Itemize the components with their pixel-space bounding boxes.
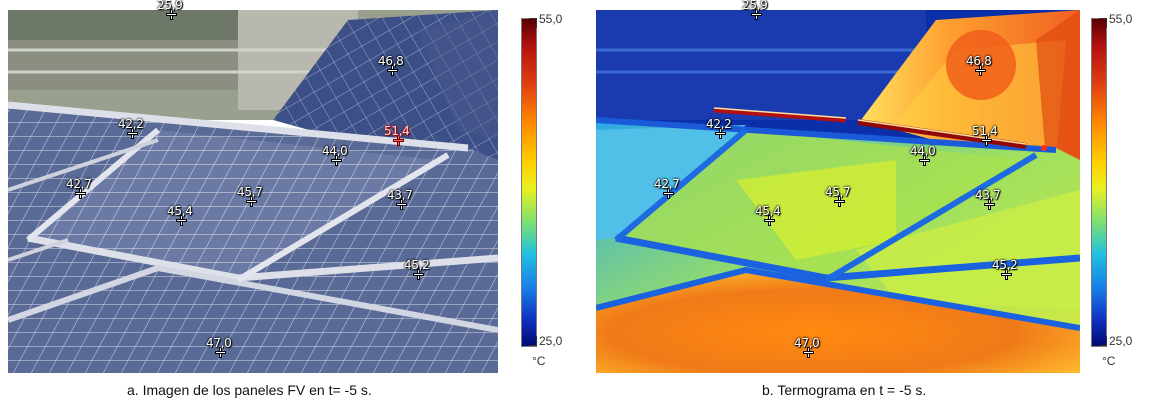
scale-min-label: 25,0 (1109, 334, 1133, 348)
scale-min-tick-vertical (536, 336, 537, 346)
temperature-value: 25,9 (157, 0, 183, 12)
temperature-marker: 25,9 (157, 0, 197, 26)
scale-max-tick-vertical (536, 18, 537, 28)
temperature-marker: 45,2 (992, 259, 1032, 286)
crosshair-icon (397, 200, 406, 209)
crosshair-icon (920, 156, 929, 165)
thermogram-caption: b. Termograma en t = -5 s. (762, 382, 927, 398)
photo-panel: 25,9 46,8 42,2 51,4 44,0 42,7 45,7 43,7 45,4 45,2… (8, 0, 580, 373)
temperature-marker: 51,4 (972, 125, 1012, 152)
temperature-scale-bar (521, 18, 537, 347)
temperature-marker: 42,7 (654, 178, 694, 205)
scale-max-tick-vertical (1106, 18, 1107, 28)
temperature-marker: 46,8 (378, 55, 418, 82)
temperature-value: 43,7 (975, 188, 1001, 202)
crosshair-icon (835, 197, 844, 206)
temperature-marker: 42,7 (66, 178, 106, 205)
pv-photo (8, 10, 498, 373)
crosshair-icon (982, 136, 991, 145)
temperature-marker: 45,4 (755, 205, 795, 232)
thermogram-image (596, 10, 1080, 373)
crosshair-icon (664, 189, 673, 198)
crosshair-icon (414, 270, 423, 279)
temperature-marker: 45,4 (167, 205, 207, 232)
temperature-marker: 45,2 (404, 259, 444, 286)
scale-max-label: 55,0 (1109, 12, 1133, 26)
temperature-value: 42,2 (118, 117, 144, 131)
crosshair-icon (752, 10, 761, 19)
crosshair-icon (1002, 270, 1011, 279)
scale-min-label: 25,0 (539, 334, 563, 348)
temperature-marker: 43,7 (387, 189, 427, 216)
temperature-marker: 42,2 (118, 118, 158, 145)
crosshair-icon (167, 10, 176, 19)
temperature-value: 45,4 (167, 204, 193, 218)
scale-max-label: 55,0 (539, 12, 563, 26)
temperature-value: 46,8 (378, 54, 404, 68)
crosshair-icon (216, 348, 225, 357)
scale-min-tick-vertical (1106, 336, 1107, 346)
temperature-marker: 44,0 (322, 145, 362, 172)
temperature-marker: 43,7 (975, 189, 1015, 216)
temperature-marker: 42,2 (706, 118, 746, 145)
crosshair-icon (394, 136, 403, 145)
temperature-value: 45,2 (992, 258, 1018, 272)
crosshair-icon (804, 348, 813, 357)
crosshair-icon (332, 156, 341, 165)
temperature-marker: 44,0 (910, 145, 950, 172)
crosshair-icon (177, 216, 186, 225)
thermogram-panel: 25,9 46,8 42,2 51,4 44,0 42,7 45,7 43,7 45,4 45,2… (596, 0, 1160, 373)
scale-min-tick (529, 345, 537, 346)
temperature-value: 46,8 (966, 54, 992, 68)
scale-max-tick (529, 18, 537, 19)
temperature-value: 45,7 (237, 185, 263, 199)
crosshair-icon (985, 200, 994, 209)
temperature-value: 51,4 (972, 124, 998, 138)
temperature-value: 45,7 (825, 185, 851, 199)
temperature-marker: 47,0 (794, 337, 834, 364)
temperature-value: 42,7 (654, 177, 680, 191)
scale-min-tick (1099, 345, 1107, 346)
temperature-marker: 45,7 (825, 186, 865, 213)
temperature-scale-bar (1091, 18, 1107, 347)
temperature-value: 44,0 (910, 144, 936, 158)
temperature-marker: 47,0 (206, 337, 246, 364)
scale-unit-label: °C (1102, 354, 1116, 368)
temperature-value: 45,2 (404, 258, 430, 272)
crosshair-icon (247, 197, 256, 206)
temperature-value: 25,9 (742, 0, 768, 12)
crosshair-icon (716, 129, 725, 138)
crosshair-icon (76, 189, 85, 198)
temperature-value: 44,0 (322, 144, 348, 158)
photo-caption: a. Imagen de los paneles FV en t= -5 s. (127, 382, 372, 398)
temperature-marker: 46,8 (966, 55, 1006, 82)
crosshair-icon (388, 66, 397, 75)
crosshair-icon (765, 216, 774, 225)
temperature-value: 51,4 (384, 124, 410, 138)
scale-unit-label: °C (532, 354, 546, 368)
temperature-value: 47,0 (206, 336, 232, 350)
temperature-marker: 51,4 (384, 125, 424, 152)
crosshair-icon (128, 129, 137, 138)
crosshair-icon (976, 66, 985, 75)
temperature-value: 43,7 (387, 188, 413, 202)
temperature-value: 45,4 (755, 204, 781, 218)
temperature-value: 47,0 (794, 336, 820, 350)
temperature-value: 42,2 (706, 117, 732, 131)
temperature-marker: 45,7 (237, 186, 277, 213)
scale-max-tick (1099, 18, 1107, 19)
temperature-marker: 25,9 (742, 0, 782, 26)
temperature-value: 42,7 (66, 177, 92, 191)
